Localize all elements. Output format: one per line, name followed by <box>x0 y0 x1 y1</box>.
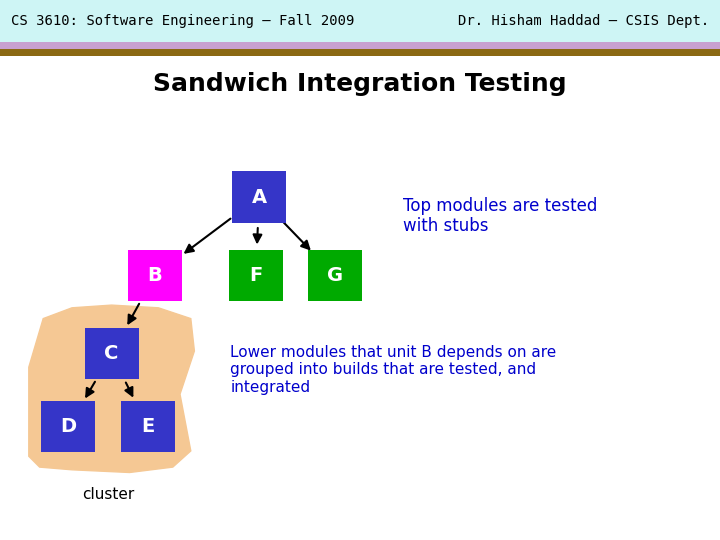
Bar <box>0 42 720 49</box>
Text: E: E <box>141 417 154 436</box>
Text: D: D <box>60 417 76 436</box>
Text: F: F <box>249 266 262 285</box>
Bar <box>0 49 720 56</box>
Text: A: A <box>251 187 267 207</box>
Bar <box>0 0 720 42</box>
Text: CS 3610: Software Engineering – Fall 2009: CS 3610: Software Engineering – Fall 200… <box>11 14 354 28</box>
Text: C: C <box>104 344 119 363</box>
Bar <box>229 249 283 301</box>
Text: cluster: cluster <box>82 487 134 502</box>
PathPatch shape <box>29 305 194 472</box>
Text: B: B <box>148 266 162 285</box>
Text: Sandwich Integration Testing: Sandwich Integration Testing <box>153 72 567 96</box>
Text: Dr. Hisham Haddad – CSIS Dept.: Dr. Hisham Haddad – CSIS Dept. <box>458 14 709 28</box>
Bar <box>121 401 174 453</box>
Bar <box>308 249 362 301</box>
Bar <box>85 328 138 379</box>
Text: Lower modules that unit B depends on are
grouped into builds that are tested, an: Lower modules that unit B depends on are… <box>230 345 557 395</box>
Bar <box>128 249 181 301</box>
Bar <box>42 401 95 453</box>
Text: G: G <box>327 266 343 285</box>
Bar <box>232 172 287 222</box>
Text: Top modules are tested
with stubs: Top modules are tested with stubs <box>403 197 598 235</box>
